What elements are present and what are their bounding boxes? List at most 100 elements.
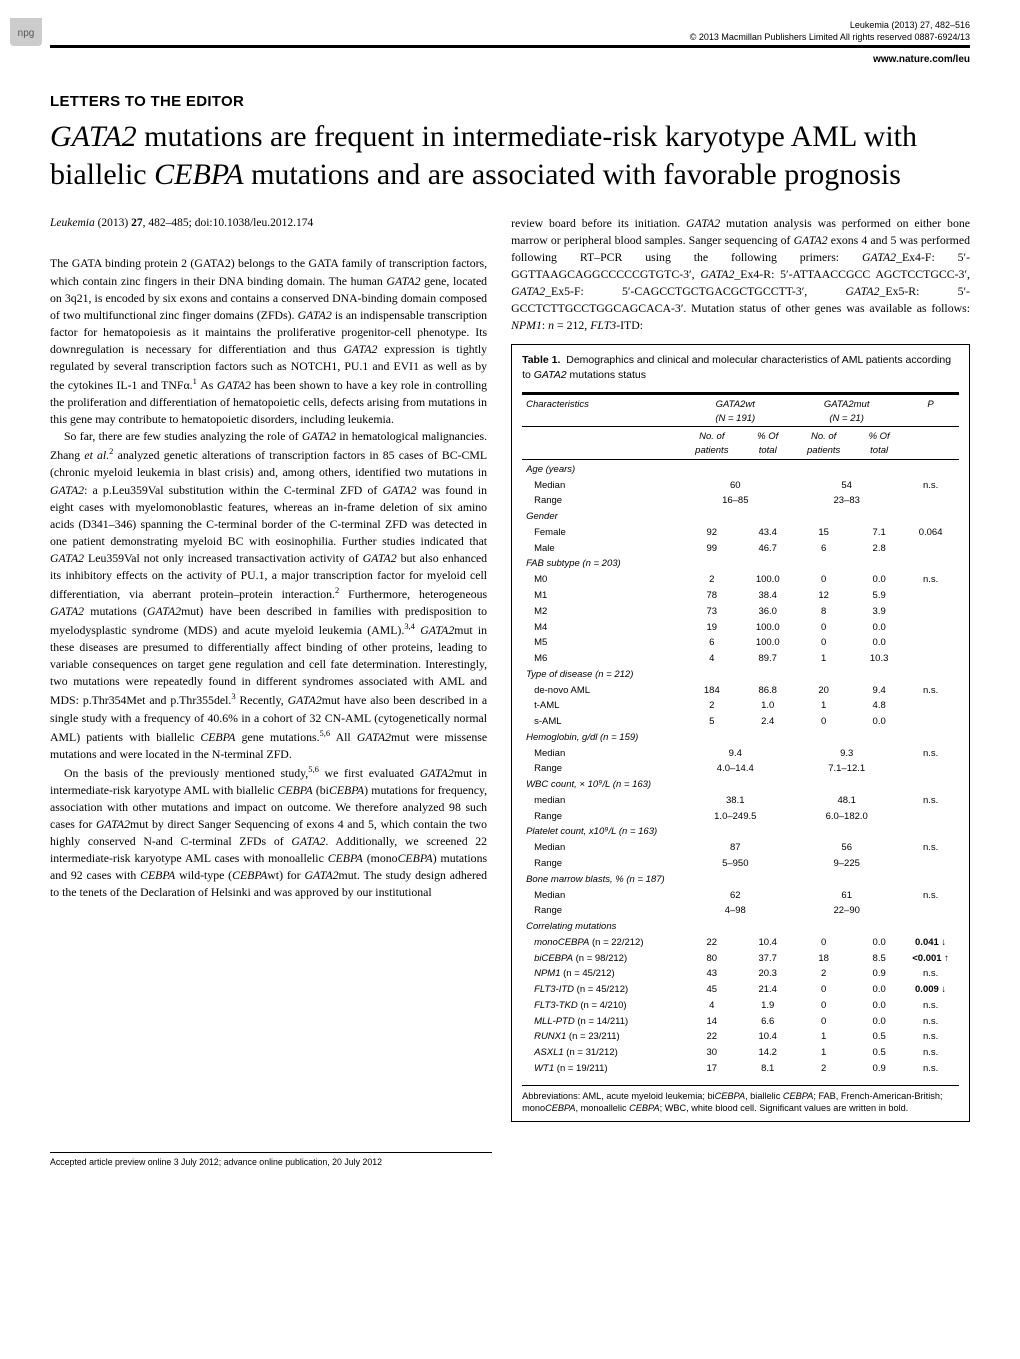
et-al: et al. — [84, 448, 109, 462]
journal-url: www.nature.com/leu — [50, 54, 970, 65]
table-row: s-AML52.400.0 — [522, 714, 959, 730]
table-row: Median8756n.s. — [522, 840, 959, 856]
gene-name: CEBPA — [715, 1091, 745, 1101]
paragraph-4: review board before its initiation. GATA… — [511, 215, 970, 335]
journal-line: Leukemia (2013) 27, 482–516 — [50, 20, 970, 32]
gene-name: GATA2 — [511, 284, 545, 298]
right-column: review board before its initiation. GATA… — [511, 215, 970, 1122]
text: = 212, — [554, 318, 590, 332]
gene-name: GATA2 — [357, 730, 391, 744]
gene-name: CEBPA — [629, 1103, 659, 1113]
gene-name: GATA2 — [298, 308, 332, 322]
col-p: P — [902, 397, 959, 427]
table-row: Range4–9822–90 — [522, 903, 959, 919]
gene-name: GATA2 — [686, 216, 720, 230]
text: All — [330, 730, 357, 744]
table-label: Table 1. — [522, 354, 560, 366]
gene-name: NPM1 — [511, 318, 542, 332]
paragraph-3: On the basis of the previously mentioned… — [50, 763, 487, 902]
gene-name: GATA2 — [363, 551, 397, 565]
table-group-head: Platelet count, x10⁹/L (n = 163) — [522, 824, 959, 840]
citation-vol: 27 — [131, 217, 143, 229]
table-row: median38.148.1n.s. — [522, 793, 959, 809]
table-abbreviations: Abbreviations: AML, acute myeloid leukem… — [522, 1085, 959, 1115]
gene-name: GATA2 — [700, 267, 734, 281]
table-row: Median9.49.3n.s. — [522, 746, 959, 762]
text: , biallelic — [745, 1091, 783, 1101]
data-table: Characteristics GATA2wt(N = 191) GATA2mu… — [522, 392, 959, 1077]
gene-name: CEBPA — [545, 1103, 575, 1113]
gene-name: GATA2 — [343, 342, 377, 356]
table-row: ASXL1 (n = 31/212)3014.210.5n.s. — [522, 1045, 959, 1061]
table-row: NPM1 (n = 45/212)4320.320.9n.s. — [522, 966, 959, 982]
table-row: M17838.4125.9 — [522, 588, 959, 604]
ref-sup: 3,4 — [404, 621, 415, 631]
table-row: Range5–9509–225 — [522, 856, 959, 872]
table-group-head: FAB subtype (n = 203) — [522, 556, 959, 572]
title-gene-2: CEBPA — [154, 158, 243, 191]
table-row: Median6261n.s. — [522, 888, 959, 904]
table-group-head: Gender — [522, 509, 959, 525]
gene-name: CEBPA — [232, 868, 267, 882]
text: gene mutations. — [236, 730, 320, 744]
gene-name: GATA2 — [50, 483, 84, 497]
table-group-head: Bone marrow blasts, % (n = 187) — [522, 872, 959, 888]
title-gene-1: GATA2 — [50, 120, 137, 153]
table-subheader-row: No. of patients % Of total No. of patien… — [522, 429, 959, 459]
left-column: Leukemia (2013) 27, 482–485; doi:10.1038… — [50, 215, 487, 1122]
gene-name: GATA2 — [147, 604, 181, 618]
gene-name: CEBPA — [398, 851, 433, 865]
text: : a p.Leu359Val substitution within the … — [84, 483, 382, 497]
page: npg Leukemia (2013) 27, 482–516 © 2013 M… — [0, 0, 1020, 1207]
section-label: LETTERS TO THE EDITOR — [50, 93, 970, 110]
gene-name: GATA2 — [386, 274, 420, 288]
gene-name: CEBPA — [329, 783, 364, 797]
header-block: npg Leukemia (2013) 27, 482–516 © 2013 M… — [50, 20, 970, 48]
gene-name: CEBPA — [200, 730, 235, 744]
table-row: RUNX1 (n = 23/211)2210.410.5n.s. — [522, 1029, 959, 1045]
paragraph-1: The GATA binding protein 2 (GATA2) belon… — [50, 255, 487, 428]
table-row: monoCEBPA (n = 22/212)2210.400.00.041 ↓ — [522, 935, 959, 951]
table-row: FLT3-TKD (n = 4/210)41.900.0n.s. — [522, 998, 959, 1014]
citation-journal: Leukemia — [50, 217, 95, 229]
table-row: t-AML21.014.8 — [522, 698, 959, 714]
table-row: M6489.7110.3 — [522, 651, 959, 667]
text: _Ex4-R: 5′-ATTAACCGCC AGCTCCTGCC-3′, — [734, 267, 970, 281]
npg-badge: npg — [10, 18, 42, 46]
gene-name: GATA2 — [288, 693, 322, 707]
gene-name: GATA2 — [845, 284, 879, 298]
text: Abbreviations: AML, acute myeloid leukem… — [522, 1091, 715, 1101]
table-row: de-novo AML18486.8209.4n.s. — [522, 683, 959, 699]
gene-name: GATA2 — [50, 551, 84, 565]
text: Recently, — [236, 693, 288, 707]
gene-name: CEBPA — [278, 783, 313, 797]
table-row: Range4.0–14.47.1–12.1 — [522, 761, 959, 777]
text: So far, there are few studies analyzing … — [64, 429, 302, 443]
citation: Leukemia (2013) 27, 482–485; doi:10.1038… — [50, 215, 487, 232]
text: (mono — [363, 851, 398, 865]
text: wt) for — [267, 868, 304, 882]
text: (bi — [313, 783, 329, 797]
table-row: Median6054n.s. — [522, 478, 959, 494]
gene-name: GATA2 — [50, 604, 84, 618]
text: Furthermore, heterogeneous — [339, 587, 487, 601]
gene-name: CEBPA — [328, 851, 363, 865]
table-row: Male9946.762.8 — [522, 541, 959, 557]
gene-name: GATA2 — [382, 483, 416, 497]
table-group-head: Hemoglobin, g/dl (n = 159) — [522, 730, 959, 746]
article-title: GATA2 mutations are frequent in intermed… — [50, 118, 970, 195]
table-group-head: WBC count, × 10⁹/L (n = 163) — [522, 777, 959, 793]
text: mutations ( — [84, 604, 147, 618]
sub-no-patients: No. of patients — [791, 429, 856, 459]
sub-no-patients: No. of patients — [679, 429, 744, 459]
two-column-layout: Leukemia (2013) 27, 482–485; doi:10.1038… — [50, 215, 970, 1122]
table-header-row: Characteristics GATA2wt(N = 191) GATA2mu… — [522, 397, 959, 427]
table-group-head: Type of disease (n = 212) — [522, 667, 959, 683]
col-wt: GATA2wt(N = 191) — [679, 397, 791, 427]
table-row: WT1 (n = 19/211)178.120.9n.s. — [522, 1061, 959, 1077]
table-title: Table 1. Demographics and clinical and m… — [522, 353, 959, 381]
table-row: M27336.083.9 — [522, 604, 959, 620]
title-text-2: mutations and are associated with favora… — [244, 158, 901, 191]
table-row: M56100.000.0 — [522, 635, 959, 651]
gene-name: GATA2 — [302, 429, 336, 443]
